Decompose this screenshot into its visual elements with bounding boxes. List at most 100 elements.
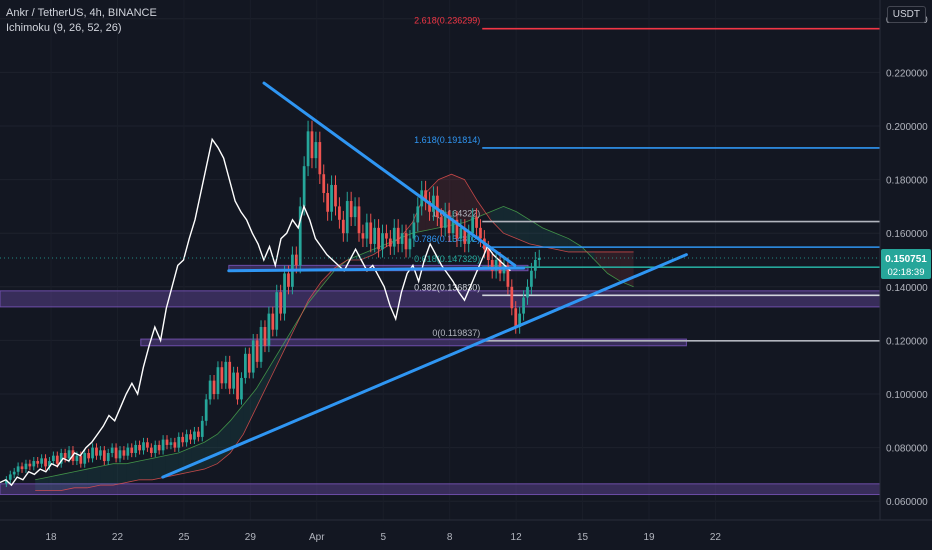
cloud-segment (243, 388, 257, 435)
candle-body (118, 450, 122, 459)
candle-body (153, 444, 157, 453)
time-tick-label: 22 (112, 532, 124, 543)
time-axis[interactable]: 18 22 25 29 Apr 5 8 12 15 19 22 (0, 519, 932, 543)
time-tick-label: 12 (511, 532, 523, 543)
candle-body (134, 444, 138, 453)
candle-body (373, 227, 377, 244)
candle-body (298, 206, 302, 266)
candle-body (122, 450, 126, 456)
symbol-title[interactable]: Ankr / TetherUS, 4h, BINANCE (6, 7, 157, 19)
candle-body (271, 313, 275, 330)
trendline-ascending-support[interactable] (161, 253, 688, 479)
candle-body (287, 273, 290, 287)
fib-level-label: 1(0.164322) (432, 209, 481, 219)
candle-body (102, 450, 106, 462)
price-tick-label: 0.140000 (886, 283, 928, 294)
candle-body (341, 219, 345, 234)
overlay-line (0, 137, 511, 487)
trendline-descending-resistance[interactable] (262, 81, 517, 267)
candle-body (244, 353, 247, 378)
price-tick-label: 0.100000 (886, 390, 928, 401)
cloud-segment (542, 227, 556, 250)
candle-body (310, 131, 314, 159)
candle-body (357, 206, 361, 234)
price-tick-label: 0.180000 (886, 176, 928, 187)
candle-body (189, 434, 192, 440)
candle-body (99, 450, 102, 456)
time-tick-label: 25 (178, 532, 190, 543)
candle-body (126, 447, 130, 456)
candle-body (451, 219, 455, 234)
candle-body (157, 444, 161, 451)
time-tick-label: 19 (643, 532, 655, 543)
candle-body (416, 206, 420, 223)
last-price-value: 0.150751 (885, 254, 927, 265)
candle-body (486, 249, 490, 260)
candle-body (510, 286, 514, 309)
candle-body (130, 447, 134, 453)
cloud-segment (48, 474, 62, 491)
trendlines[interactable] (161, 81, 688, 479)
candle-body (20, 466, 24, 470)
candle-body (149, 447, 153, 453)
candle-body (228, 361, 232, 389)
fibonacci-extension[interactable]: 2.618(0.236299) 1.618(0.191814) 1(0.164322… (414, 16, 880, 342)
candle-body (75, 455, 79, 462)
candle-body (322, 174, 326, 193)
candle-body (537, 257, 541, 260)
candle-body (193, 431, 196, 440)
candle-body (326, 192, 330, 212)
candle-body (200, 420, 204, 437)
currency-button[interactable]: USDT (886, 6, 926, 23)
candle-body (169, 442, 173, 445)
cloud-segment (594, 251, 608, 274)
candle-body (185, 434, 188, 443)
candle-body (314, 142, 318, 159)
candle-body (530, 270, 533, 287)
candle-body (275, 292, 279, 330)
candle-body (110, 447, 114, 453)
candle-body (349, 201, 353, 218)
time-tick-label: 22 (710, 532, 722, 543)
trendline-horizontal-support[interactable] (227, 266, 526, 273)
cloud-segment (516, 211, 530, 244)
cloud-segment (87, 466, 101, 488)
fib-level-label: 1.618(0.191814) (414, 135, 480, 145)
candle-body (212, 380, 216, 395)
senkou-span-b (35, 173, 634, 491)
candle-body (353, 206, 357, 218)
candle-body (224, 361, 228, 384)
cloud-segment (490, 206, 504, 234)
indicator-label[interactable]: Ichimoku (9, 26, 52, 26) (6, 22, 122, 34)
cloud-segment (256, 367, 270, 408)
candle-body (475, 217, 478, 228)
fib-level-label: 2.618(0.236299) (414, 16, 480, 26)
support-zone (0, 290, 881, 308)
cloud-segment (126, 461, 140, 483)
bar-countdown: 02:18:39 (888, 267, 925, 278)
price-tick-label: 0.200000 (886, 122, 928, 133)
time-tick-label: Apr (309, 532, 325, 543)
candle-body (428, 201, 431, 212)
grid (0, 18, 880, 502)
candle-body (459, 227, 463, 239)
cloud-segment (61, 471, 75, 491)
candle-body (32, 461, 36, 467)
cloud-segment (568, 238, 582, 252)
candle-body (338, 206, 341, 220)
candle-body (259, 327, 263, 362)
time-tick-label: 15 (577, 532, 589, 543)
candle-body (302, 166, 306, 207)
candle-body (447, 211, 451, 234)
candle-body (173, 442, 177, 448)
support-zone (0, 483, 881, 496)
candle-body (294, 254, 298, 266)
cloud-segment (269, 345, 283, 381)
candle-body (330, 184, 333, 212)
candle-body (369, 222, 373, 244)
candle-body (106, 452, 110, 462)
candle-body (388, 238, 392, 247)
candle-body (490, 260, 494, 271)
